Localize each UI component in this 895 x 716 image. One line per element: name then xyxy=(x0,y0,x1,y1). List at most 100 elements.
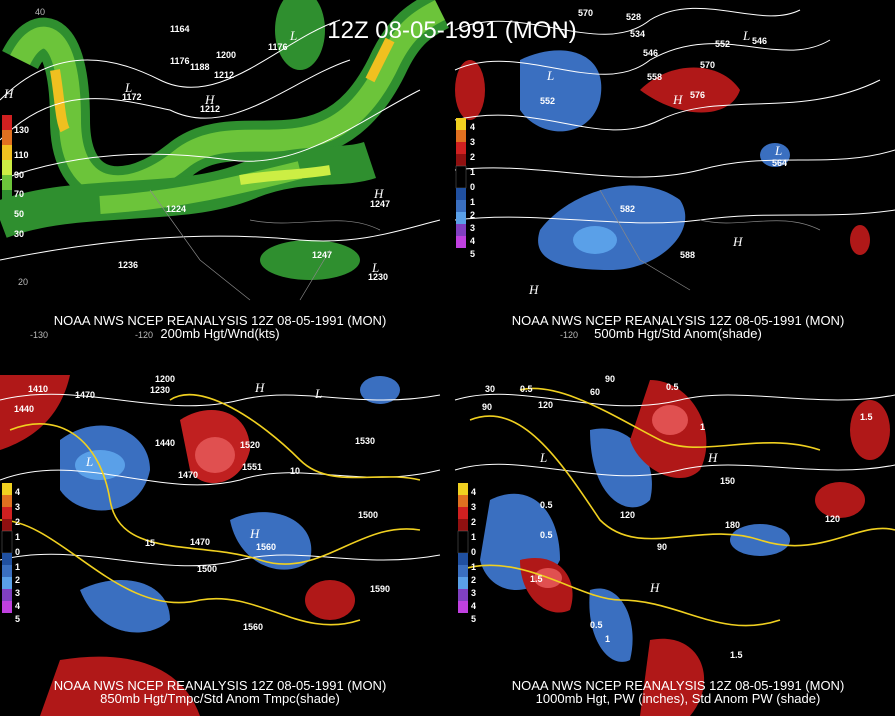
legend-label: 110 xyxy=(14,150,29,160)
legend-label: 1 xyxy=(471,562,476,572)
axis-label: -130 xyxy=(30,330,48,340)
low-marker: L xyxy=(289,28,297,43)
contour-label: 552 xyxy=(540,96,555,106)
legend-label: 4 xyxy=(471,487,476,497)
legend-label: 4 xyxy=(15,487,20,497)
high-marker: H xyxy=(707,450,718,465)
contour-label: 90 xyxy=(657,542,667,552)
contour-label: 588 xyxy=(680,250,695,260)
contour-label: 0.5 xyxy=(540,500,553,510)
panel-subtitle: 500mb Hgt/Std Anom(shade) xyxy=(594,326,762,341)
panel-subtitle: 850mb Hgt/Tmpc/Std Anom Tmpc(shade) xyxy=(100,691,340,706)
contour-label: 1440 xyxy=(14,404,34,414)
legend-label: 5 xyxy=(15,614,20,624)
page-title: 12Z 08-05-1991 (MON) xyxy=(327,17,576,44)
contour-label: 1236 xyxy=(118,260,138,270)
legend-label: 1 xyxy=(15,532,20,542)
legend-label: 70 xyxy=(14,189,24,199)
contour-label: 552 xyxy=(715,39,730,49)
contour-label: 120 xyxy=(620,510,635,520)
high-marker: H xyxy=(204,92,215,107)
contour-label: 180 xyxy=(725,520,740,530)
contour-label: 528 xyxy=(626,12,641,22)
legend-label: 3 xyxy=(15,502,20,512)
legend-label: 3 xyxy=(471,588,476,598)
high-marker: H xyxy=(732,234,743,249)
contour-label: 0.5 xyxy=(520,384,533,394)
panel-200mb: 130 110 90 70 50 30 1164 1176 1200 1176 … xyxy=(0,0,450,341)
contour-label: 1172 xyxy=(122,92,142,102)
panel-caption: NOAA NWS NCEP REANALYSIS 12Z 08-05-1991 … xyxy=(54,313,387,328)
legend-label: 5 xyxy=(470,249,475,259)
contour-label: 1500 xyxy=(358,510,378,520)
contour-label: 564 xyxy=(772,158,787,168)
legend-label: 2 xyxy=(15,517,20,527)
contour-label: 1 xyxy=(700,422,705,432)
contour-label: 10 xyxy=(290,466,300,476)
contour-label: 576 xyxy=(690,90,705,100)
contour-label: 1470 xyxy=(190,537,210,547)
high-marker: H xyxy=(672,92,683,107)
legend-label: 5 xyxy=(471,614,476,624)
legend-label: 0 xyxy=(15,547,20,557)
contour-label: 570 xyxy=(700,60,715,70)
low-marker: L xyxy=(314,386,322,401)
panel-1000mb: 4 3 2 1 0 1 2 3 4 5 30 90 0.5 120 60 90 … xyxy=(454,374,895,716)
contour-label: 1164 xyxy=(170,24,190,34)
legend-label: 2 xyxy=(471,517,476,527)
contour-label: 1247 xyxy=(370,199,390,209)
high-marker: H xyxy=(528,282,539,297)
contour-label: 1.5 xyxy=(730,650,743,660)
contour-label: 1247 xyxy=(312,250,332,260)
contour-label: 120 xyxy=(538,400,553,410)
high-marker: H xyxy=(249,526,260,541)
contour-label: 1230 xyxy=(150,385,170,395)
low-marker: L xyxy=(546,68,554,83)
legend-label: 4 xyxy=(470,122,475,132)
contour-label: 570 xyxy=(578,8,593,18)
contour-label: 1176 xyxy=(170,56,190,66)
contour-label: 15 xyxy=(145,538,155,548)
contour-label: 1200 xyxy=(155,374,175,384)
legend-label: 3 xyxy=(471,502,476,512)
legend-label: 4 xyxy=(470,236,475,246)
contour-label: 30 xyxy=(485,384,495,394)
contour-label: 1520 xyxy=(240,440,260,450)
low-marker: L xyxy=(85,454,93,469)
panel-subtitle: 200mb Hgt/Wnd(kts) xyxy=(160,326,279,341)
low-marker: L xyxy=(742,28,750,43)
axis-label: -120 xyxy=(135,330,153,340)
contour-label: 546 xyxy=(752,36,767,46)
contour-label: 1.5 xyxy=(860,412,873,422)
legend-label: 2 xyxy=(470,152,475,162)
legend-label: 130 xyxy=(14,125,29,135)
legend-label: 2 xyxy=(470,210,475,220)
contour-label: 1 xyxy=(605,634,610,644)
contour-label: 534 xyxy=(630,29,645,39)
contour-label: 60 xyxy=(590,387,600,397)
legend-label: 1 xyxy=(470,167,475,177)
panel-subtitle: 1000mb Hgt, PW (inches), Std Anom PW (sh… xyxy=(536,691,821,706)
contour-label: 1188 xyxy=(190,62,210,72)
panel-caption: NOAA NWS NCEP REANALYSIS 12Z 08-05-1991 … xyxy=(54,678,387,693)
legend-label: 1 xyxy=(470,197,475,207)
legend-label: 30 xyxy=(14,229,24,239)
axis-label: 20 xyxy=(18,277,28,287)
axis-label: 40 xyxy=(35,7,45,17)
contour-label: 1410 xyxy=(28,384,48,394)
high-marker: H xyxy=(3,86,14,101)
contour-label: 1212 xyxy=(200,104,220,114)
legend-label: 1 xyxy=(15,562,20,572)
legend-label: 3 xyxy=(15,588,20,598)
contour-label: 582 xyxy=(620,204,635,214)
legend-label: 2 xyxy=(15,575,20,585)
contour-label: 1560 xyxy=(256,542,276,552)
contour-label: 1470 xyxy=(75,390,95,400)
axis-label: -120 xyxy=(560,330,578,340)
legend-label: 1 xyxy=(471,532,476,542)
legend-label: 0 xyxy=(471,547,476,557)
legend-label: 3 xyxy=(470,137,475,147)
contour-label: 1200 xyxy=(216,50,236,60)
contour-label: 150 xyxy=(720,476,735,486)
panel-850mb: 4 3 2 1 0 1 2 3 4 5 1410 1470 1200 1230 … xyxy=(0,374,441,716)
